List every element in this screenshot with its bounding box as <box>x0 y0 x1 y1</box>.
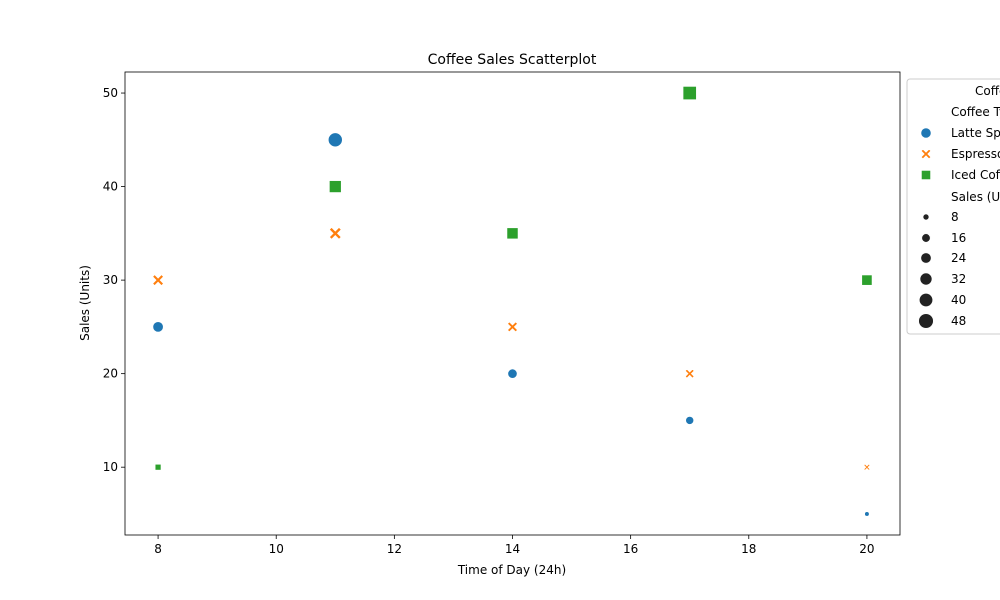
legend-hue-title: Coffee Type <box>951 105 1000 119</box>
legend-size-marker <box>918 313 934 329</box>
data-point <box>506 321 519 333</box>
data-point <box>154 463 162 471</box>
x-tick-label: 12 <box>387 542 402 556</box>
data-point <box>151 274 165 287</box>
legend-size-label: 8 <box>951 210 959 224</box>
legend-size-marker <box>919 272 933 286</box>
data-point <box>328 226 342 240</box>
y-tick-label: 40 <box>103 180 118 194</box>
series-latte-special <box>152 132 870 517</box>
legend-size-label: 24 <box>951 251 966 265</box>
axes-frame <box>124 71 901 536</box>
x-tick-label: 10 <box>269 542 284 556</box>
legend: Coffee Type Coffee Type Latte Special Espre… <box>906 78 1000 335</box>
legend-size-label: 48 <box>951 314 966 328</box>
legend-box <box>906 78 1000 335</box>
chart-title: Coffee Sales Scatterplot <box>428 52 597 68</box>
data-point <box>506 227 519 240</box>
legend-size-title: Sales (Units) <box>951 190 1000 204</box>
legend-entry: Iced Coffee <box>951 168 1000 182</box>
legend-size-label: 32 <box>951 272 966 286</box>
data-point <box>682 85 697 101</box>
y-tick-label: 10 <box>103 460 118 474</box>
legend-title: Coffee Type <box>975 84 1000 98</box>
x-tick-label: 16 <box>623 542 638 556</box>
legend-entry: Latte Special <box>951 126 1000 140</box>
y-tick-label: 30 <box>103 273 118 287</box>
legend-marker <box>920 169 932 181</box>
x-tick-label: 20 <box>859 542 874 556</box>
x-tick-label: 8 <box>154 542 162 556</box>
legend-size-marker <box>918 292 934 308</box>
y-tick-label: 50 <box>103 86 118 100</box>
legend-marker <box>920 127 932 139</box>
legend-marker <box>920 148 932 160</box>
data-point <box>507 368 518 379</box>
series-espresso-blend <box>151 226 871 471</box>
legend-size-label: 16 <box>951 231 966 245</box>
y-tick-label: 20 <box>103 367 118 381</box>
y-axis-label: Sales (Units) <box>78 265 92 341</box>
data-point <box>864 511 870 517</box>
data-point <box>327 132 343 148</box>
x-tick-label: 18 <box>741 542 756 556</box>
x-tick-label: 14 <box>505 542 520 556</box>
plot-area: 8 10 12 14 16 18 20 10 20 30 40 50 <box>103 71 901 556</box>
data-point <box>685 415 695 425</box>
legend-size-marker <box>920 252 932 264</box>
x-axis-label: Time of Day (24h) <box>457 563 566 577</box>
data-point <box>328 180 342 194</box>
data-point <box>861 274 873 286</box>
data-point <box>152 321 164 333</box>
legend-size-marker <box>921 233 931 243</box>
legend-size-label: 40 <box>951 293 966 307</box>
series-iced-coffee <box>154 85 873 471</box>
data-point <box>863 463 871 471</box>
legend-size-marker <box>922 213 930 221</box>
legend-entry: Espresso Blend <box>951 147 1000 161</box>
data-point <box>684 368 695 379</box>
